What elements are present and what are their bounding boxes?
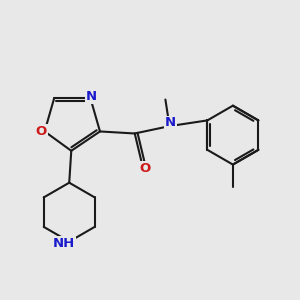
Text: N: N <box>165 116 176 129</box>
Text: NH: NH <box>53 237 75 250</box>
Text: N: N <box>86 90 97 104</box>
Text: O: O <box>140 162 151 175</box>
Text: O: O <box>36 125 47 138</box>
